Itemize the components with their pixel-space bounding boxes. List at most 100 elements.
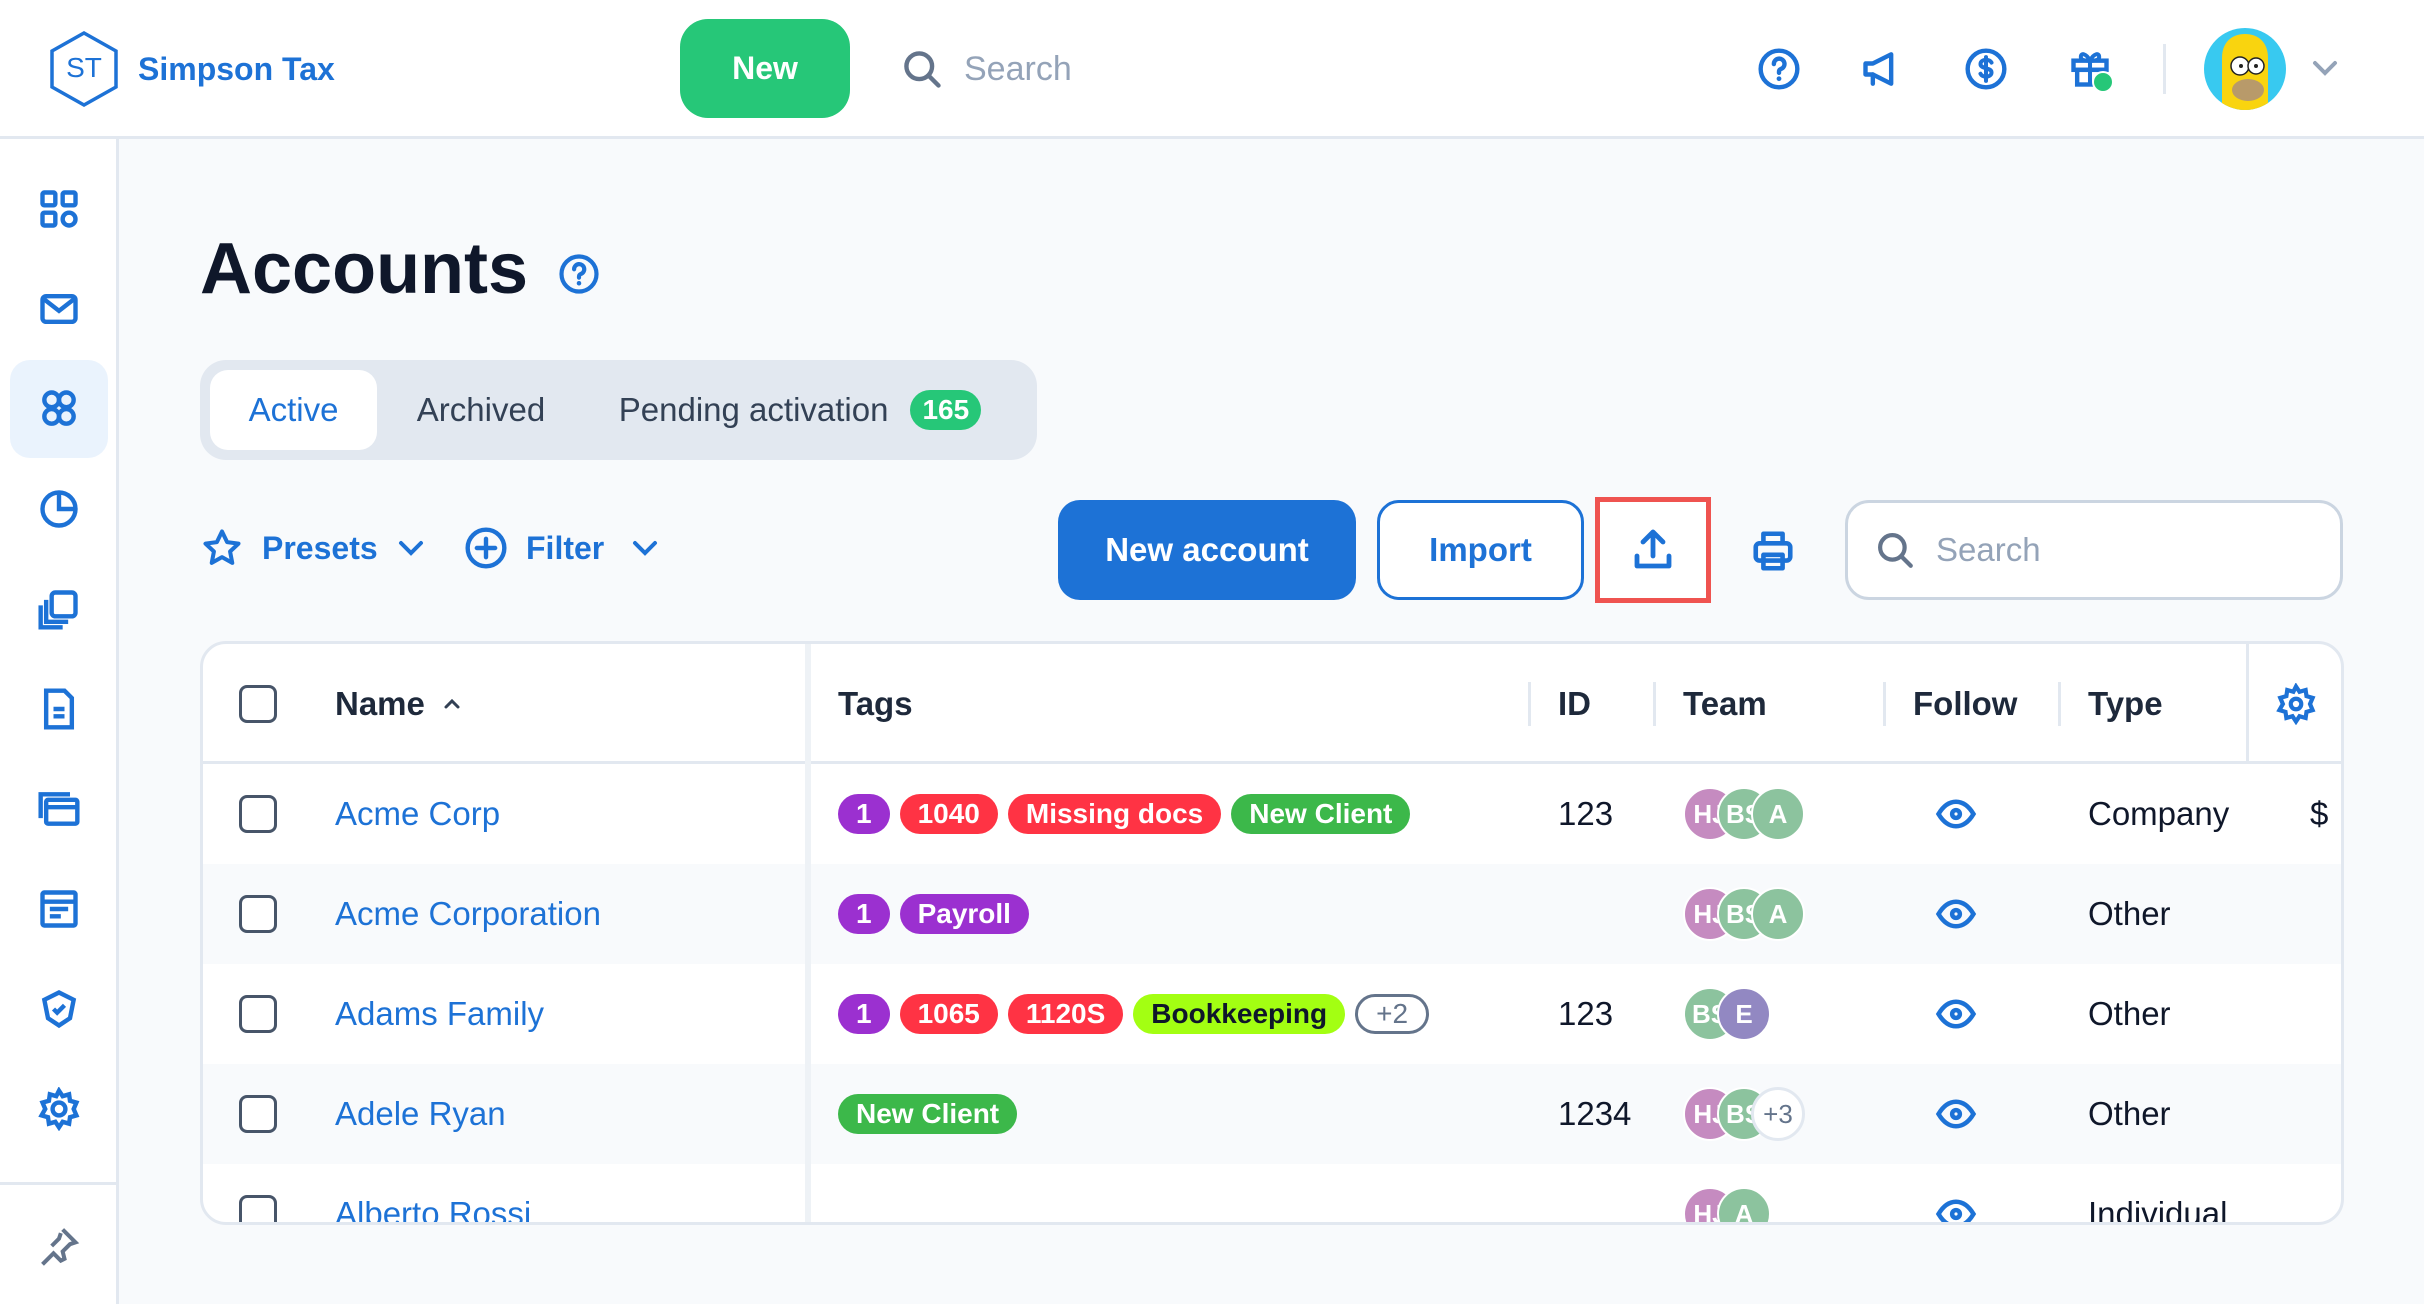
follow-toggle[interactable] [1935, 1164, 1977, 1222]
follow-toggle[interactable] [1935, 1064, 1977, 1164]
presets-dropdown[interactable]: Presets [200, 526, 426, 570]
eye-icon [1935, 799, 1977, 829]
user-menu-chevron-down-icon[interactable] [2310, 56, 2340, 80]
sidebar-item-marketplace[interactable] [10, 960, 108, 1058]
page-title: Accounts [200, 229, 529, 309]
table-body: Acme Corp 1 1040 Missing docs New Client 123 H… [203, 764, 2341, 1225]
eye-icon [1935, 1099, 1977, 1129]
import-button[interactable]: Import [1377, 500, 1584, 600]
table-row[interactable]: Adele Ryan New Client 1234 HJ BS +3 Other [203, 1064, 2341, 1164]
row-checkbox[interactable] [239, 1195, 277, 1222]
pin-sidebar-button[interactable] [10, 1197, 108, 1295]
sidebar-item-forms[interactable] [10, 860, 108, 958]
more-members-badge[interactable]: +3 [1751, 1087, 1805, 1141]
account-name-link[interactable]: Alberto Rossi [335, 1195, 532, 1225]
follow-toggle[interactable] [1935, 764, 1977, 864]
row-checkbox[interactable] [239, 795, 277, 833]
mail-icon [40, 293, 78, 325]
search-icon [1878, 533, 1913, 568]
column-header-team[interactable]: Team [1683, 685, 1767, 722]
tag-pill[interactable]: Missing docs [1007, 794, 1222, 834]
account-id: 123 [1558, 995, 1614, 1032]
column-header-follow[interactable]: Follow [1913, 685, 2018, 722]
tag-pill[interactable]: 1 [838, 994, 890, 1034]
table-row[interactable]: Alberto Rossi HJ A Individual [203, 1164, 2341, 1225]
gift-icon[interactable] [2068, 45, 2118, 95]
tag-pill[interactable]: New Client [838, 1094, 1018, 1134]
table-settings-button[interactable] [2275, 644, 2317, 764]
cell-select [239, 1164, 277, 1222]
tag-pill[interactable]: +2 [1355, 994, 1430, 1034]
user-avatar[interactable] [2204, 28, 2286, 110]
row-checkbox[interactable] [239, 1095, 277, 1133]
chevron-down-icon [398, 541, 423, 556]
print-button[interactable] [1748, 526, 1798, 576]
export-button[interactable] [1595, 497, 1711, 603]
plus-circle-icon [465, 527, 507, 569]
help-icon[interactable] [1757, 47, 1801, 91]
table-row[interactable]: Acme Corporation 1 Payroll HJ BS A Other [203, 864, 2341, 964]
sidebar-item-insights[interactable] [10, 460, 108, 558]
team-member-avatar[interactable]: A [1751, 787, 1805, 841]
column-divider[interactable] [1528, 682, 1531, 726]
team-avatars[interactable]: HJ BS +3 [1683, 1064, 1805, 1164]
follow-toggle[interactable] [1935, 964, 1977, 1064]
team-avatars[interactable]: HJ BS A [1683, 864, 1805, 964]
sidebar-item-mail[interactable] [10, 260, 108, 358]
column-header-id[interactable]: ID [1558, 685, 1591, 722]
row-checkbox[interactable] [239, 895, 277, 933]
table-row[interactable]: Adams Family 1 1065 1120S Bookkeeping +2 123 BS… [203, 964, 2341, 1064]
tags-cell: New Client [838, 1064, 1027, 1164]
tag-pill[interactable]: 1 [838, 894, 890, 934]
tag-pill[interactable]: Bookkeeping [1133, 994, 1346, 1034]
tab-active[interactable]: Active [210, 370, 377, 450]
megaphone-icon[interactable] [1860, 47, 1904, 91]
tab-archived[interactable]: Archived [416, 391, 546, 428]
sidebar-item-invoices[interactable] [10, 660, 108, 758]
new-button[interactable]: New [680, 19, 850, 118]
tag-pill[interactable]: 1120S [1007, 994, 1124, 1034]
team-avatars[interactable]: HJ BS A [1683, 764, 1805, 864]
sidebar-item-accounts[interactable] [10, 360, 108, 458]
filter-dropdown[interactable]: Filter [464, 526, 660, 570]
settings-column-divider [2246, 644, 2249, 764]
tag-pill[interactable]: New Client [1231, 794, 1411, 834]
column-header-tags[interactable]: Tags [838, 685, 913, 722]
page-help-icon[interactable] [558, 253, 600, 295]
new-account-button[interactable]: New account [1058, 500, 1356, 600]
team-member-avatar[interactable]: A [1751, 887, 1805, 941]
tag-pill[interactable]: Payroll [899, 894, 1029, 934]
account-name-link[interactable]: Adams Family [335, 995, 545, 1032]
account-type: Company [2088, 795, 2230, 832]
follow-toggle[interactable] [1935, 864, 1977, 964]
column-divider[interactable] [1883, 682, 1886, 726]
sort-ascending-icon [444, 698, 460, 709]
column-header-name[interactable]: Name [335, 644, 461, 764]
dollar-icon[interactable] [1964, 47, 2008, 91]
tag-pill[interactable]: 1065 [899, 994, 998, 1034]
sidebar-item-settings[interactable] [10, 1060, 108, 1158]
table-row[interactable]: Acme Corp 1 1040 Missing docs New Client 123 H… [203, 764, 2341, 864]
team-avatars[interactable]: HJ A [1683, 1164, 1771, 1222]
sidebar-item-billing[interactable] [10, 760, 108, 858]
column-header-type[interactable]: Type [2088, 685, 2163, 722]
sidebar-item-documents[interactable] [10, 560, 108, 658]
column-divider[interactable] [2058, 682, 2061, 726]
tag-pill[interactable]: 1040 [899, 794, 998, 834]
sidebar-item-dashboard[interactable] [10, 160, 108, 258]
account-name-link[interactable]: Acme Corp [335, 795, 501, 832]
notification-dot [2092, 71, 2114, 93]
filter-label: Filter [526, 529, 605, 566]
select-all-checkbox[interactable] [239, 685, 277, 723]
accounts-search-input[interactable]: Search [1845, 500, 2343, 600]
column-divider[interactable] [1653, 682, 1656, 726]
team-member-avatar[interactable]: E [1717, 987, 1771, 1041]
account-name-link[interactable]: Adele Ryan [335, 1095, 506, 1132]
global-search[interactable]: Search [900, 45, 1072, 93]
team-avatars[interactable]: BS E [1683, 964, 1771, 1064]
logo[interactable]: ST Simpson Tax [48, 30, 335, 108]
tab-pending-activation[interactable]: Pending activation 165 [600, 370, 1000, 450]
tag-pill[interactable]: 1 [838, 794, 890, 834]
account-name-link[interactable]: Acme Corporation [335, 895, 601, 932]
row-checkbox[interactable] [239, 995, 277, 1033]
